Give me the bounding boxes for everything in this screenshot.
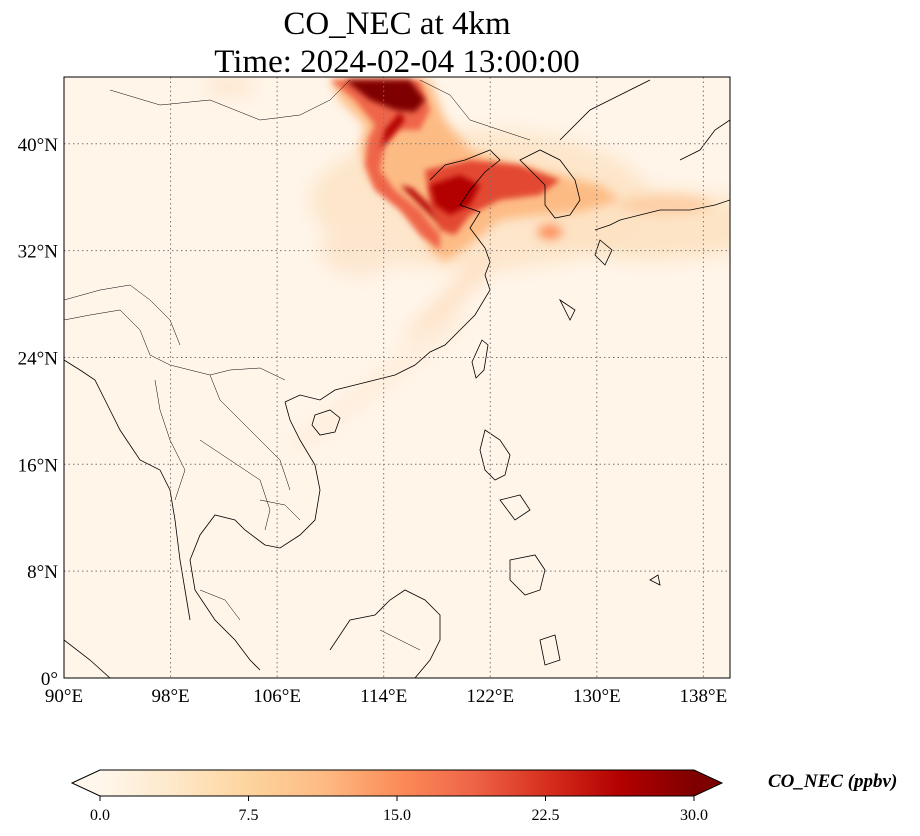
colorbar-ticks: 0.0 7.5 15.0 22.5 30.0 — [90, 796, 708, 824]
colorbar-tick-label: 22.5 — [532, 807, 560, 824]
concentration-field — [205, 77, 730, 450]
coastlines — [64, 79, 730, 678]
gridlines — [64, 77, 730, 678]
lat-tick-labels: 0° 8°N 16°N 24°N 32°N 40°N — [18, 135, 59, 690]
lat-tick-label: 8°N — [27, 562, 58, 583]
country-borders — [64, 79, 531, 651]
colorbar-tick-label: 0.0 — [90, 807, 110, 824]
lon-tick-label: 106°E — [253, 686, 301, 707]
lon-tick-label: 130°E — [573, 686, 621, 707]
colorbar-label: CO_NEC (ppbv) — [768, 771, 898, 792]
colorbar-tick-label: 30.0 — [680, 807, 708, 824]
lat-tick-label: 24°N — [18, 348, 59, 369]
colorbar: 0.0 7.5 15.0 22.5 30.0 — [70, 769, 724, 824]
colorbar-body — [100, 770, 694, 796]
colorbar-extend-max — [694, 770, 722, 796]
lon-tick-label: 122°E — [466, 686, 514, 707]
colorbar-extend-min — [72, 770, 100, 796]
lon-tick-labels: 90°E 98°E 106°E 114°E 122°E 130°E 138°E — [45, 686, 727, 707]
lon-tick-label: 114°E — [360, 686, 407, 707]
map-subtitle-time: Time: 2024-02-04 13:00:00 — [214, 44, 580, 80]
lat-tick-label: 16°N — [18, 455, 59, 476]
lat-tick-label: 0° — [41, 669, 58, 690]
lat-tick-label: 32°N — [18, 242, 59, 263]
colorbar-tick-label: 15.0 — [383, 807, 411, 824]
map-title: CO_NEC at 4km — [283, 6, 511, 42]
plume-peak — [345, 80, 480, 225]
colorbar-tick-label: 7.5 — [239, 807, 259, 824]
map-frame — [63, 76, 731, 679]
lon-tick-label: 138°E — [680, 686, 728, 707]
lat-tick-label: 40°N — [18, 135, 59, 156]
lon-tick-label: 98°E — [151, 686, 189, 707]
lon-tick-label: 90°E — [45, 686, 83, 707]
